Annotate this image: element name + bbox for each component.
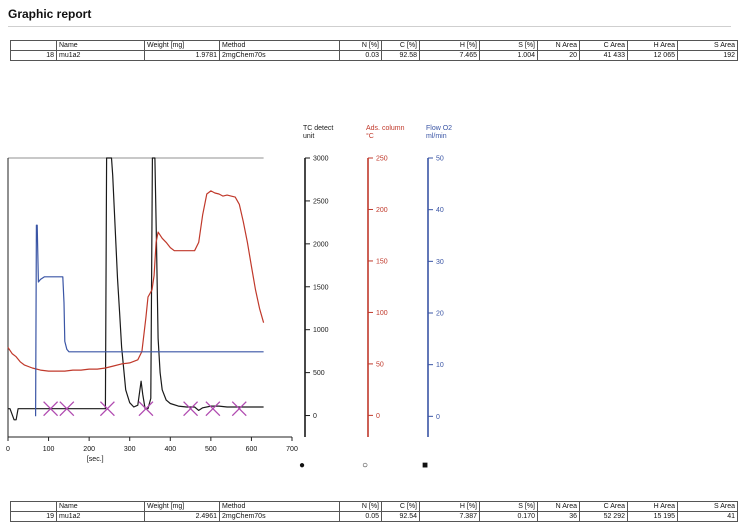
axis-marker-icon: ● [299, 460, 305, 471]
table-header-cell: Name [56, 501, 145, 512]
table-cell: 41 [677, 511, 738, 522]
peak-marker [231, 401, 247, 417]
series-line-2 [7, 190, 265, 372]
x-tick-label: 500 [205, 446, 217, 453]
report-title: Graphic report [8, 7, 92, 21]
table-row: 18 mu1a2 1.9781 2mgChem70s 0.03 92.58 7.… [10, 50, 738, 61]
series-line-1 [8, 157, 264, 421]
x-tick-label: 700 [286, 446, 298, 453]
y-tick-label: 1000 [313, 327, 329, 334]
y-axis-title: Flow O2 [426, 125, 452, 132]
table-cell: 36 [537, 511, 580, 522]
table-row: 19 mu1a2 2.4961 2mgChem70s 0.05 92.54 7.… [10, 511, 738, 522]
table-cell: 7.387 [419, 511, 480, 522]
y-tick-label: 200 [376, 207, 388, 214]
y-tick-label: 100 [376, 310, 388, 317]
peak-marker [43, 401, 59, 417]
peak-marker [205, 401, 221, 417]
results-table-top: Name Weight [mg] Method N [%] C [%] H [%… [10, 40, 738, 61]
x-tick-label: 100 [43, 446, 55, 453]
table-cell: 52 292 [579, 511, 628, 522]
table-header-cell: N [%] [339, 501, 382, 512]
y-tick-label: 0 [436, 414, 440, 421]
table-header-cell: C [%] [381, 501, 420, 512]
axis-marker-icon: ○ [362, 460, 368, 471]
y-tick-label: 10 [436, 362, 444, 369]
peak-marker [183, 401, 199, 417]
y-tick-label: 50 [376, 361, 384, 368]
y-tick-label: 250 [376, 156, 388, 163]
y-axis-title: Ads. column [366, 125, 405, 132]
table-header-cell: Method [219, 501, 340, 512]
table-header-cell: Weight [mg] [144, 501, 220, 512]
y-axis-title: ml/min [426, 133, 447, 140]
x-tick-label: 600 [246, 446, 258, 453]
peak-marker [138, 401, 154, 417]
peak-marker [59, 401, 75, 417]
table-header-cell: H [%] [419, 501, 480, 512]
x-tick-label: 0 [6, 446, 10, 453]
peak-marker [99, 401, 115, 417]
table-cell: 2.4961 [144, 511, 220, 522]
results-table-bottom: Name Weight [mg] Method N [%] C [%] H [%… [10, 501, 738, 522]
table-header-cell [10, 501, 57, 512]
series-line-3 [35, 224, 264, 417]
y-tick-label: 150 [376, 258, 388, 265]
y-axis-title: unit [303, 133, 314, 140]
table-header-cell: S [%] [479, 501, 538, 512]
table-header-row: Name Weight [mg] Method N [%] C [%] H [%… [10, 501, 738, 512]
x-tick-label: 300 [124, 446, 136, 453]
y-tick-label: 500 [313, 370, 325, 377]
title-divider [8, 26, 731, 27]
table-header-cell: S Area [677, 501, 738, 512]
table-cell: 15 195 [627, 511, 678, 522]
table-header-cell: N Area [537, 501, 580, 512]
y-tick-label: 30 [436, 259, 444, 266]
table-cell: 19 [10, 511, 57, 522]
y-tick-label: 50 [436, 156, 444, 163]
y-tick-label: 2500 [313, 198, 329, 205]
table-cell: mu1a2 [56, 511, 145, 522]
y-tick-label: 0 [376, 413, 380, 420]
y-tick-label: 1500 [313, 284, 329, 291]
y-tick-label: 2000 [313, 241, 329, 248]
table-header-cell: C Area [579, 501, 628, 512]
y-tick-label: 20 [436, 311, 444, 318]
x-tick-label: 200 [83, 446, 95, 453]
table-cell: 0.05 [339, 511, 382, 522]
table-cell: 2mgChem70s [219, 511, 340, 522]
table-cell: 0.170 [479, 511, 538, 522]
x-tick-label: 400 [164, 446, 176, 453]
y-tick-label: 40 [436, 207, 444, 214]
y-tick-label: 0 [313, 413, 317, 420]
y-tick-label: 3000 [313, 156, 329, 163]
table-cell: 92.54 [381, 511, 420, 522]
axis-marker-icon: ■ [422, 460, 428, 471]
y-axis-title: °C [366, 132, 374, 140]
x-axis-label: [sec.] [87, 456, 104, 463]
y-axis-title: TC detect [303, 125, 333, 132]
table-cell: 192 [677, 50, 738, 61]
table-header-cell: H Area [627, 501, 678, 512]
